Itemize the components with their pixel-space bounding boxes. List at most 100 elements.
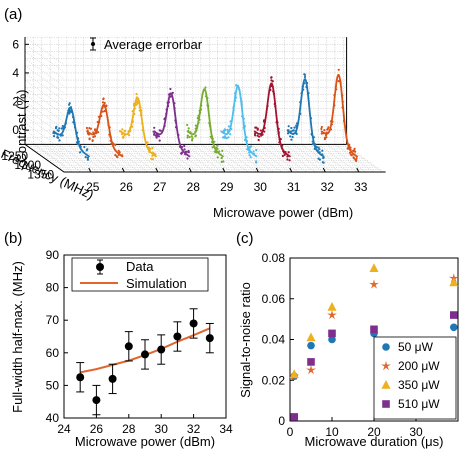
data-point — [287, 125, 290, 128]
data-point — [163, 117, 167, 120]
data-point — [103, 101, 106, 105]
floor-gridline — [58, 144, 98, 173]
marker-star — [306, 364, 316, 375]
data-point — [141, 128, 144, 132]
data-point — [339, 80, 342, 83]
data-point — [252, 150, 255, 153]
data-point — [289, 130, 292, 133]
data-point — [174, 121, 178, 124]
data-point — [169, 95, 172, 98]
data-point — [213, 140, 216, 143]
data-point — [151, 158, 154, 161]
data-point — [234, 99, 237, 102]
data-point — [155, 132, 158, 135]
data-point — [223, 136, 226, 139]
side-wall-gridline — [24, 108, 65, 137]
side-wall-gridline — [24, 58, 65, 87]
data-point — [324, 136, 327, 139]
panel-c-label: (c) — [236, 230, 254, 247]
panel-a-spectra — [52, 68, 359, 164]
marker — [76, 373, 85, 382]
data-point — [337, 80, 340, 83]
floor-gridline — [116, 144, 157, 173]
marker-square — [382, 400, 390, 408]
data-point — [109, 139, 112, 142]
marker-square — [370, 325, 378, 334]
marker — [92, 396, 101, 405]
data-point — [189, 308, 198, 339]
data-point — [130, 125, 133, 128]
data-point — [94, 129, 97, 132]
data-point — [350, 154, 353, 157]
spectrum-series — [52, 102, 91, 161]
side-wall-gridline — [24, 87, 65, 116]
data-point — [322, 156, 325, 159]
data-point — [309, 117, 313, 120]
data-point — [153, 130, 156, 133]
data-point — [69, 109, 72, 113]
data-point — [173, 102, 176, 105]
data-point — [135, 92, 138, 96]
panel-c-legend: 50 μW 200 μW 350 μW 510 μW — [373, 336, 457, 420]
data-point — [175, 126, 178, 129]
floor-gridline — [167, 144, 207, 173]
side-wall-gridline — [24, 79, 65, 108]
panel-a-gridlines — [24, 36, 386, 173]
floor-gridline — [83, 144, 123, 173]
z-tick-label: 4 — [12, 66, 19, 80]
marker-square — [450, 311, 458, 319]
panel-a-axes-frame — [24, 37, 386, 173]
data-point — [194, 134, 197, 137]
data-point — [158, 139, 161, 142]
data-point — [303, 73, 306, 76]
fit-curve — [186, 88, 225, 158]
floor-gridline — [284, 144, 324, 173]
floor-gridline — [301, 144, 341, 173]
spectrum-series — [186, 86, 225, 163]
floor-gridline — [234, 144, 274, 173]
y-tick-label: 1350 — [27, 167, 54, 181]
data-point — [266, 104, 269, 108]
data-point — [349, 146, 352, 149]
data-point — [206, 96, 209, 100]
data-point — [220, 156, 223, 160]
data-point — [95, 129, 98, 132]
data-point — [167, 104, 170, 108]
data-point — [240, 103, 243, 106]
data-point — [56, 133, 59, 136]
marker-star — [381, 360, 391, 371]
y-tick-label: 80 — [46, 281, 60, 295]
legend-entry: 350 μW — [398, 378, 440, 392]
marker-triangle — [449, 277, 459, 287]
data-point — [348, 143, 351, 146]
floor-gridline — [334, 144, 375, 173]
x-tick — [289, 167, 293, 173]
data-point — [320, 132, 323, 135]
data-point — [303, 82, 306, 85]
data-point — [254, 160, 258, 163]
data-point — [208, 121, 211, 124]
data-point — [289, 135, 292, 138]
data-point — [232, 106, 235, 109]
data-point — [270, 85, 273, 88]
data-point — [342, 119, 346, 122]
data-point — [68, 102, 71, 105]
series-2 — [289, 263, 459, 378]
data-point — [323, 129, 326, 132]
data-point — [57, 136, 60, 139]
data-point — [152, 152, 155, 155]
data-point — [223, 135, 227, 138]
panel-c-scatter-chart: (c) 0 10 20 30 0 0.02 0.04 0.06 0.08 50 μW 200 μW… — [236, 230, 459, 449]
data-point — [131, 121, 134, 124]
data-point — [240, 100, 243, 103]
data-point — [263, 126, 266, 130]
data-point — [165, 112, 168, 115]
floor-gridline — [125, 144, 165, 173]
data-point — [327, 126, 330, 129]
data-point — [325, 134, 328, 137]
data-point — [256, 134, 259, 137]
y-tick-label: 60 — [46, 346, 60, 360]
data-point — [196, 126, 199, 129]
data-point — [169, 87, 172, 91]
